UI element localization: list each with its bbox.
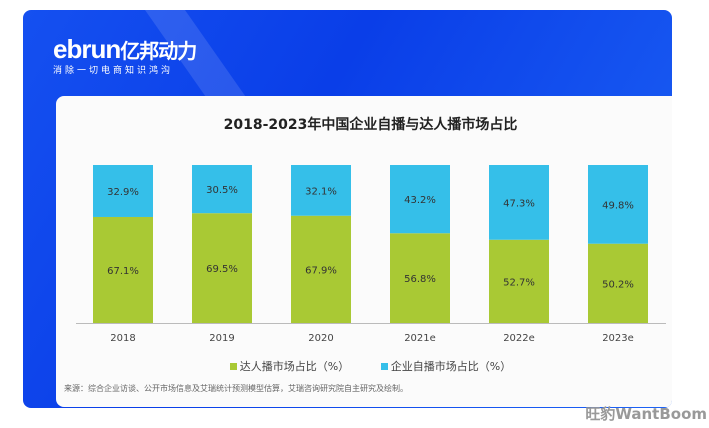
brand-slogan: 消除一切电商知识鸿沟 <box>53 66 174 76</box>
data-label: 43.2% <box>404 195 436 206</box>
x-tick-label: 2022e <box>503 333 535 344</box>
brand-logo: ebrun亿邦动力 消除一切电商知识鸿沟 <box>53 34 197 76</box>
bar-enterprise-2020 <box>291 165 351 216</box>
x-tick-label: 2020 <box>308 333 333 344</box>
brand-cn-name: 亿邦动力 <box>120 41 197 63</box>
x-tick-label: 2019 <box>209 333 234 344</box>
legend-label: 达人播市场占比（%） <box>239 360 350 373</box>
x-tick-label: 2023e <box>602 333 634 344</box>
data-label: 67.9% <box>305 265 337 276</box>
data-label: 32.9% <box>107 187 139 198</box>
bar-talent-2022e <box>489 239 549 323</box>
chart-legend: 达人播市场占比（%） 企业自播市场占比（%） <box>56 358 672 374</box>
bar-enterprise-2018 <box>93 165 153 217</box>
data-label: 56.8% <box>404 274 436 285</box>
legend-item-enterprise: 企业自播市场占比（%） <box>380 360 512 373</box>
data-label: 52.7% <box>503 277 535 288</box>
legend-item-talent: 达人播市场占比（%） <box>229 360 350 373</box>
bar-talent-2019 <box>192 213 252 323</box>
bar-talent-2021e <box>390 233 450 323</box>
watermark: 旺豹WantBoom <box>585 405 707 423</box>
data-label: 47.3% <box>503 198 535 209</box>
bar-talent-2023e <box>588 243 648 323</box>
bar-talent-2018 <box>93 216 153 323</box>
bar-enterprise-2019 <box>192 165 252 214</box>
bar-enterprise-2021e <box>390 165 450 234</box>
x-tick-label: 2021e <box>404 333 436 344</box>
banner-panel: ebrun亿邦动力 消除一切电商知识鸿沟 2018-2023年中国企业自播与达人… <box>23 10 672 408</box>
bar-enterprise-2023e <box>588 165 648 244</box>
data-label: 49.8% <box>602 200 634 211</box>
data-label: 50.2% <box>602 279 634 290</box>
brand-name: ebrun <box>53 34 121 64</box>
data-label: 67.1% <box>107 266 139 277</box>
data-label: 30.5% <box>206 185 238 196</box>
chart-card: 2018-2023年中国企业自播与达人播市场占比 67.1% 32.9% 2018 6… <box>56 96 672 407</box>
bar-enterprise-2022e <box>489 165 549 240</box>
legend-swatch <box>229 363 237 370</box>
stacked-bar-chart: 67.1% 32.9% 2018 69.5% 30.5% 2019 67.9% 32.1% 20… <box>76 165 666 344</box>
legend-label: 企业自播市场占比（%） <box>390 360 512 373</box>
data-label: 69.5% <box>206 264 238 275</box>
source-note: 来源：综合企业访谈、公开市场信息及艾瑞统计预测模型估算，艾瑞咨询研究院自主研究及… <box>64 384 408 393</box>
data-label: 32.1% <box>305 186 337 197</box>
x-tick-label: 2018 <box>110 333 135 344</box>
legend-swatch <box>380 363 388 370</box>
chart-title: 2018-2023年中国企业自播与达人播市场占比 <box>223 117 518 133</box>
bar-talent-2020 <box>291 215 351 323</box>
